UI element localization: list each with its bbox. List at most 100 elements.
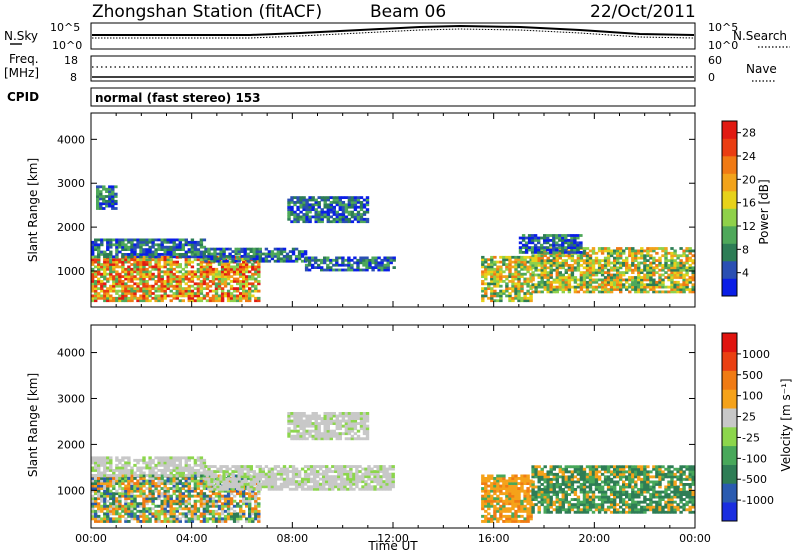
power-cell (96, 187, 100, 191)
power-cell (139, 270, 143, 274)
power-cell (555, 285, 559, 289)
power-cell (347, 258, 351, 262)
velocity-cell (106, 499, 110, 503)
power-cell (549, 234, 553, 237)
power-cell (232, 289, 237, 293)
sky-noise-right-tick-top: 10^5 (708, 21, 738, 34)
power-cell (154, 243, 158, 247)
velocity-cell (196, 484, 201, 488)
velocity-cell (514, 504, 518, 508)
velocity-cell (376, 482, 380, 486)
power-cell (582, 280, 587, 284)
velocity-cell (502, 492, 506, 496)
power-cell (157, 289, 161, 293)
power-cell (649, 254, 653, 258)
power-cell (214, 267, 219, 271)
power-cell (323, 210, 327, 214)
power-cell (585, 276, 590, 279)
velocity-cell (205, 474, 210, 478)
velocity-cell (297, 485, 302, 489)
power-cell (163, 263, 167, 266)
velocity-cell (193, 463, 198, 467)
power-cell (499, 272, 503, 276)
velocity-cell (118, 512, 122, 516)
power-colorbar-segment (722, 261, 737, 279)
velocity-cell (355, 482, 359, 486)
velocity-cell (151, 477, 155, 480)
velocity-cell (163, 471, 167, 475)
velocity-cell (127, 477, 131, 480)
power-cell (166, 275, 170, 278)
velocity-cell (481, 479, 485, 483)
power-cell (531, 276, 535, 279)
power-cell (329, 208, 333, 211)
power-cell (502, 292, 506, 295)
velocity-cell (163, 499, 167, 503)
velocity-cell (291, 475, 296, 479)
power-cell (127, 292, 131, 295)
velocity-cell (299, 437, 303, 441)
power-cell (133, 265, 137, 269)
velocity-cell (169, 461, 173, 465)
power-cell (594, 280, 599, 284)
velocity-cell (199, 477, 204, 480)
velocity-cell (290, 429, 294, 433)
power-cell (582, 247, 587, 250)
power-cell (637, 280, 641, 284)
velocity-cell (328, 480, 332, 484)
power-cell (386, 258, 390, 262)
velocity-cell (526, 520, 530, 523)
velocity-cell (133, 502, 137, 506)
velocity-cell (305, 417, 309, 420)
velocity-cell (148, 520, 152, 523)
velocity-cell (142, 517, 146, 521)
velocity-cell (124, 512, 128, 516)
power-cell (637, 285, 641, 289)
velocity-cell (236, 504, 240, 508)
power-cell (685, 283, 689, 287)
power-cell (600, 266, 605, 270)
velocity-cell (308, 419, 312, 423)
power-cell (685, 271, 689, 274)
power-cell (484, 270, 488, 274)
velocity-cell (115, 477, 119, 480)
power-cell (658, 283, 662, 287)
velocity-cell (255, 480, 259, 484)
velocity-cell (142, 471, 146, 475)
power-cell (335, 201, 339, 204)
power-cell (97, 250, 101, 254)
power-cell (111, 197, 115, 201)
power-cell (487, 272, 491, 276)
power-cell (616, 273, 620, 277)
power-cell (178, 270, 182, 274)
velocity-cell (229, 499, 234, 503)
power-cell (114, 185, 118, 189)
velocity-cell (103, 504, 107, 508)
power-cell (94, 248, 98, 251)
power-cell (127, 245, 131, 249)
power-cell (111, 199, 115, 203)
power-cell (142, 265, 146, 269)
power-cell (160, 253, 164, 256)
velocity-cell (187, 469, 191, 472)
velocity-cell (302, 427, 306, 431)
velocity-cell (157, 512, 161, 516)
power-cell (531, 264, 535, 267)
velocity-cell (187, 489, 191, 493)
power-cell (222, 259, 226, 263)
power-cell (91, 258, 95, 262)
power-cell (199, 270, 204, 274)
power-cell (229, 280, 234, 283)
power-cell (341, 256, 345, 260)
power-cell (691, 290, 695, 294)
power-cell (508, 263, 512, 266)
velocity-cell (341, 419, 346, 423)
power-cell (481, 265, 485, 269)
velocity-cell (484, 514, 488, 518)
velocity-cell (309, 472, 314, 476)
velocity-cell (154, 520, 158, 523)
power-cell (251, 282, 255, 286)
power-cell (108, 204, 112, 208)
velocity-cell (213, 480, 217, 484)
power-cell (543, 241, 547, 245)
